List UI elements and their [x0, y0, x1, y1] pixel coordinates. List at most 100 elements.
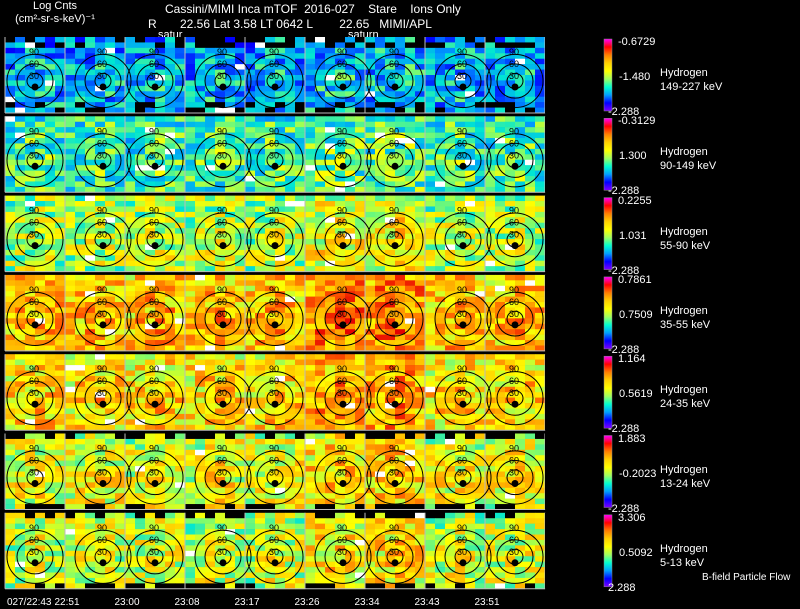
- heatmap-cell: [195, 280, 206, 287]
- heatmap-cell: [425, 201, 436, 207]
- heatmap-cell: [215, 159, 226, 166]
- heatmap-cell: [475, 47, 486, 54]
- heatmap-cell: [85, 397, 96, 404]
- heatmap-cell: [515, 359, 526, 366]
- heatmap-cell: [435, 80, 446, 87]
- heatmap-cell: [285, 181, 296, 188]
- heatmap-cell: [355, 413, 366, 420]
- contour-line: [136, 63, 174, 99]
- heatmap-cell: [385, 80, 396, 87]
- heatmap-cell: [455, 449, 466, 456]
- heatmap-cell: [535, 285, 546, 292]
- heatmap-cell: [325, 186, 336, 193]
- heatmap-cell: [385, 85, 396, 92]
- heatmap-cell: [345, 334, 356, 341]
- heatmap-cell: [195, 176, 206, 182]
- heatmap-cell: [335, 53, 346, 60]
- heatmap-cell: [345, 296, 356, 303]
- heatmap-cell: [155, 42, 166, 49]
- heatmap-cell: [55, 365, 66, 371]
- heatmap-cell: [485, 64, 496, 70]
- heatmap-cell: [125, 285, 136, 292]
- heatmap-cell: [155, 323, 166, 330]
- heatmap-cell: [285, 498, 296, 505]
- heatmap-cell: [195, 47, 206, 54]
- heatmap-cell: [535, 233, 546, 240]
- heatmap-cell: [465, 37, 476, 43]
- heatmap-cell: [285, 438, 296, 445]
- heatmap-cell: [425, 476, 436, 483]
- heatmap-cell: [95, 312, 106, 319]
- heatmap-cell: [185, 413, 196, 420]
- contour-label: 30: [149, 71, 159, 81]
- contour-line: [136, 459, 174, 496]
- heatmap-cell: [425, 102, 436, 108]
- heatmap-cell: [185, 329, 196, 335]
- heatmap-cell: [255, 444, 266, 451]
- heatmap-cell: [265, 75, 276, 81]
- heatmap-cell: [405, 121, 416, 128]
- heatmap-cell: [155, 228, 166, 234]
- heatmap-cell: [15, 438, 26, 445]
- heatmap-cell: [105, 102, 116, 108]
- heatmap-cell: [275, 433, 286, 440]
- heatmap-cell: [315, 493, 326, 499]
- heatmap-cell: [145, 64, 156, 70]
- contour-label: 30: [149, 388, 159, 398]
- heatmap-cell: [415, 466, 426, 472]
- heatmap-cell: [195, 413, 206, 420]
- heatmap-cell: [35, 438, 46, 445]
- heatmap-cell: [395, 239, 406, 245]
- heatmap-cell: [315, 107, 326, 114]
- heatmap-cell: [435, 296, 446, 303]
- heatmap-cell: [125, 53, 136, 60]
- heatmap-cell: [445, 307, 456, 314]
- heatmap-cell: [295, 47, 306, 54]
- heatmap-cell: [335, 433, 346, 440]
- heatmap-cell: [455, 201, 466, 207]
- heatmap-cell: [95, 408, 106, 415]
- heatmap-cell: [425, 260, 436, 267]
- heatmap-cell: [175, 121, 186, 128]
- contour-line: [434, 133, 492, 188]
- heatmap-cell: [265, 154, 276, 161]
- heatmap-cell: [515, 266, 526, 272]
- heatmap-cell: [425, 392, 436, 398]
- heatmap-cell: [125, 291, 136, 297]
- heatmap-cell: [85, 307, 96, 314]
- heatmap-cell: [385, 296, 396, 303]
- heatmap-cell: [215, 107, 226, 114]
- heatmap-cell: [195, 127, 206, 133]
- heatmap-cell: [95, 386, 106, 393]
- heatmap-cell: [75, 476, 86, 483]
- heatmap-cell: [145, 291, 156, 297]
- heatmap-cell: [305, 354, 316, 360]
- heatmap-cell: [365, 255, 376, 262]
- heatmap-cell: [465, 186, 476, 193]
- heatmap-cell: [515, 255, 526, 262]
- heatmap-cell: [385, 201, 396, 207]
- heatmap-cell: [205, 493, 216, 499]
- heatmap-cell: [265, 466, 276, 472]
- heatmap-cell: [65, 195, 76, 202]
- field-direction-dot: [459, 242, 467, 250]
- heatmap-cell: [65, 206, 76, 213]
- heatmap-cell: [215, 47, 226, 54]
- contour-line: [204, 63, 242, 99]
- heatmap-cell: [65, 266, 76, 272]
- contour-label: 90: [337, 47, 347, 57]
- contour-label: 90: [337, 444, 347, 454]
- heatmap-cell: [315, 280, 326, 287]
- heatmap-cell: [245, 121, 256, 128]
- heatmap-cell: [245, 206, 256, 213]
- heatmap-cell: [325, 493, 336, 499]
- heatmap-cell: [365, 181, 376, 188]
- heatmap-cell: [255, 493, 266, 499]
- heatmap-cell: [475, 354, 486, 360]
- heatmap-cell: [475, 397, 486, 404]
- heatmap-cell: [145, 312, 156, 319]
- heatmap-cell: [535, 217, 546, 224]
- heatmap-cell: [65, 138, 76, 144]
- heatmap-cell: [215, 217, 226, 224]
